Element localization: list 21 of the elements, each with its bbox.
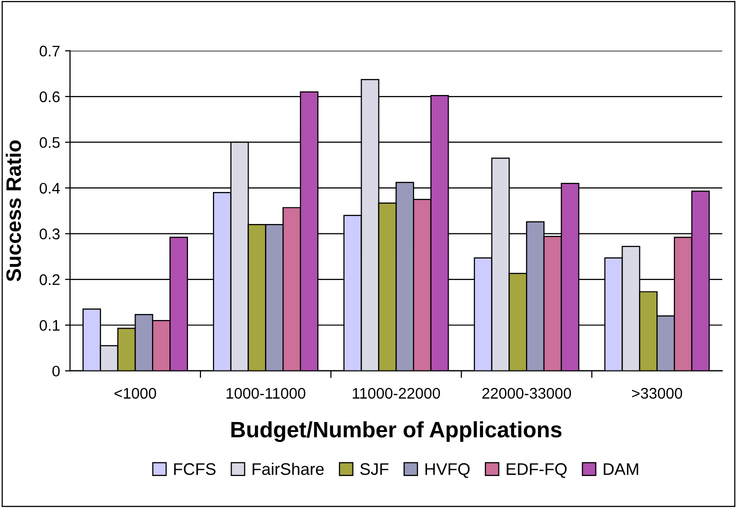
x-tick-label: <1000 [114, 388, 156, 399]
legend-label: FCFS [174, 463, 216, 475]
legend-label: DAM [604, 463, 638, 475]
legend-label: EDF-FQ [506, 463, 567, 478]
legend-label: SJF [360, 463, 388, 475]
x-tick-label: >33000 [632, 388, 682, 399]
y-tick-label: 0.5 [40, 137, 60, 148]
y-tick-label: 0.7 [40, 46, 60, 56]
y-tick-label: 0.1 [40, 320, 60, 331]
x-tick-label: 22000-33000 [482, 388, 572, 399]
x-tick-label: 11000-22000 [352, 388, 440, 399]
y-tick-label: 0.3 [40, 228, 60, 240]
y-tick-label: 0 [52, 366, 60, 377]
legend-label: FairShare [252, 462, 324, 475]
legend-label: HVFQ [425, 463, 470, 478]
y-tick-label: 0.2 [40, 274, 60, 286]
y-tick-label: 0.4 [40, 182, 60, 194]
x-tick-label: 1000-11000 [226, 388, 306, 399]
y-tick-label: 0.6 [40, 91, 60, 102]
y-axis-title: Success Ratio [6, 140, 22, 282]
x-axis-title: Budget/Number of Applications [231, 421, 562, 442]
